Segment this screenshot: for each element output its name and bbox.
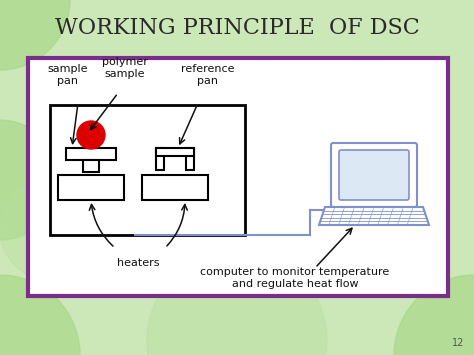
Bar (83, 160, 99, 172)
Text: heaters: heaters (117, 258, 159, 268)
Bar (156, 148, 194, 156)
Polygon shape (319, 207, 429, 225)
Circle shape (0, 120, 60, 240)
Circle shape (0, 0, 70, 70)
Text: computer to monitor temperature
and regulate heat flow: computer to monitor temperature and regu… (201, 267, 390, 289)
Text: WORKING PRINCIPLE  OF DSC: WORKING PRINCIPLE OF DSC (55, 17, 419, 39)
Circle shape (147, 250, 327, 355)
Circle shape (0, 180, 100, 280)
FancyBboxPatch shape (339, 150, 409, 200)
Circle shape (0, 275, 80, 355)
FancyBboxPatch shape (331, 143, 417, 207)
Bar (58, 175, 124, 200)
Bar (28, 58, 448, 296)
Text: sample
pan: sample pan (48, 64, 88, 86)
Bar (142, 175, 208, 200)
Bar (66, 148, 116, 160)
Text: 12: 12 (452, 338, 465, 348)
Bar (50, 105, 245, 235)
Circle shape (394, 275, 474, 355)
Circle shape (77, 121, 105, 149)
Text: reference
pan: reference pan (181, 64, 235, 86)
Bar (186, 148, 194, 170)
Text: polymer
sample: polymer sample (102, 57, 148, 79)
Bar (156, 148, 164, 170)
